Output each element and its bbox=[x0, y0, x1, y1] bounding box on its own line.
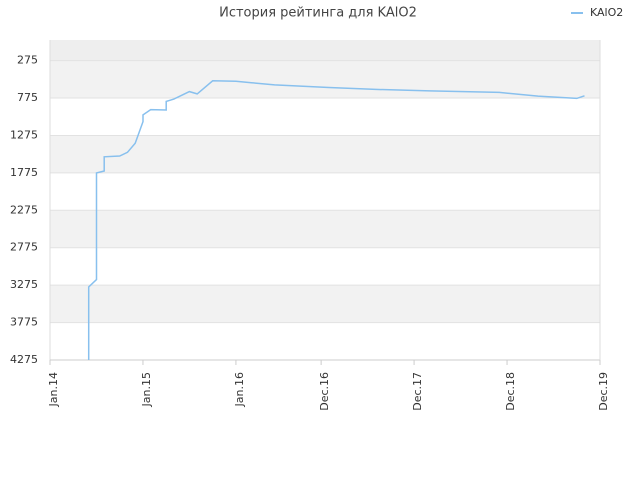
x-tick-label: Jan.16 bbox=[233, 372, 246, 407]
y-tick-label: 275 bbox=[17, 54, 38, 67]
plot-band bbox=[50, 60, 600, 99]
y-tick-label: 3775 bbox=[10, 316, 38, 329]
x-tick-label: Dec.16 bbox=[318, 372, 331, 411]
plot-band bbox=[50, 285, 600, 323]
plot-band bbox=[50, 40, 600, 61]
legend-label: KAlO2 bbox=[590, 6, 623, 19]
y-tick-label: 4275 bbox=[10, 353, 38, 366]
y-tick-label: 1775 bbox=[10, 166, 38, 179]
y-tick-label: 3275 bbox=[10, 278, 38, 291]
x-tick-label: Dec.19 bbox=[597, 372, 610, 411]
y-tick-label: 2275 bbox=[10, 203, 38, 216]
plot-band bbox=[50, 210, 600, 248]
chart-title: История рейтинга для KAlO2 bbox=[219, 6, 417, 21]
y-tick-label: 775 bbox=[17, 91, 38, 104]
y-tick-label: 1275 bbox=[10, 128, 38, 141]
x-tick-label: Jan.15 bbox=[140, 372, 153, 407]
x-tick-label: Dec.18 bbox=[504, 372, 517, 411]
x-tick-label: Dec.17 bbox=[411, 372, 424, 411]
y-tick-label: 2775 bbox=[10, 241, 38, 254]
plot-band bbox=[50, 135, 600, 173]
series-line bbox=[87, 80, 585, 360]
x-tick-label: Jan.14 bbox=[47, 372, 60, 407]
